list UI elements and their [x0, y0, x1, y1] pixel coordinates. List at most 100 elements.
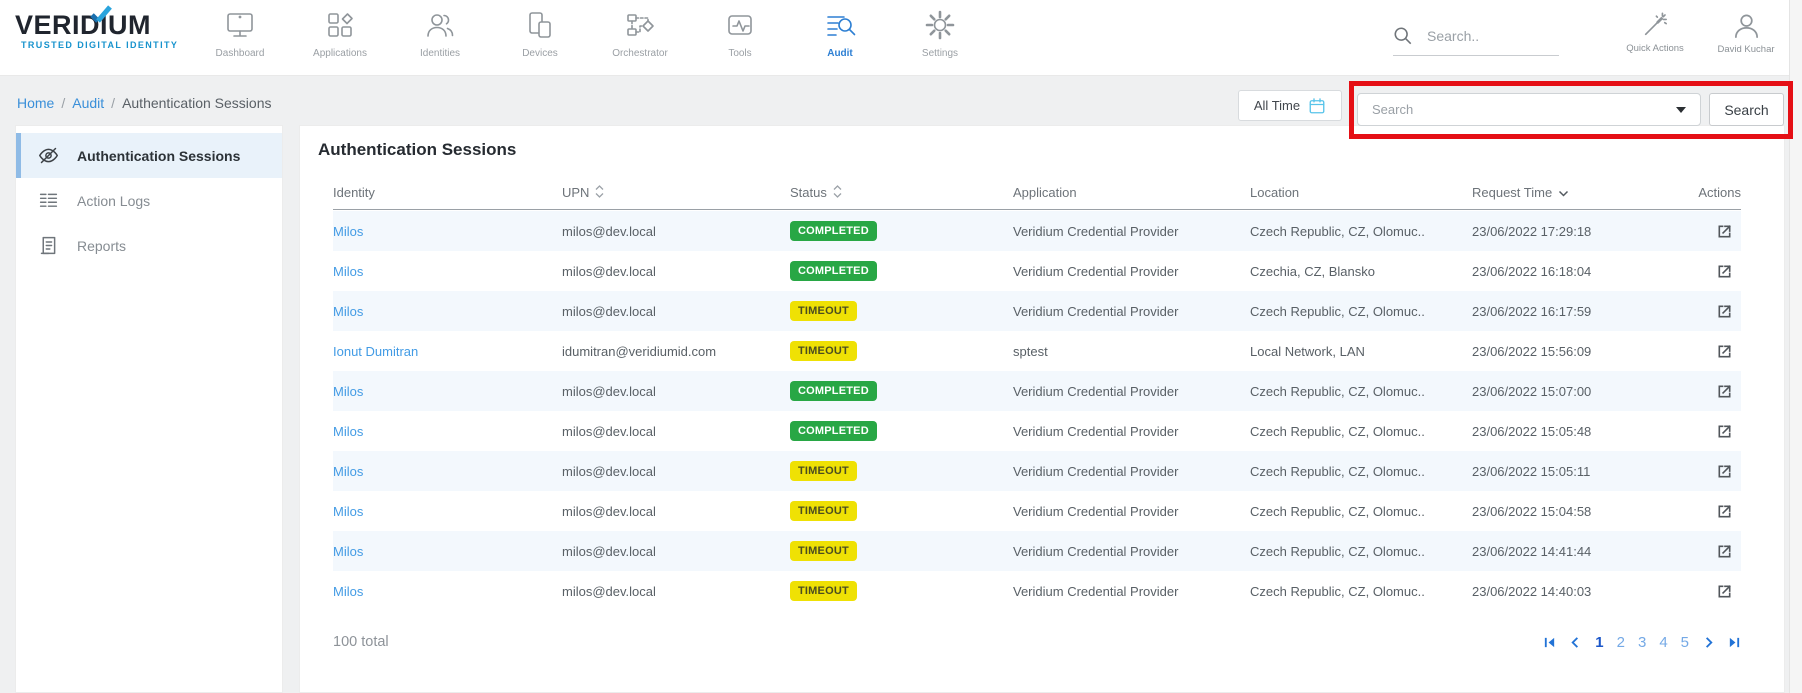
- identity-link[interactable]: Milos: [333, 543, 364, 559]
- identity-link[interactable]: Milos: [333, 263, 364, 279]
- open-session-icon[interactable]: [1716, 383, 1733, 400]
- search-field-dropdown[interactable]: Search: [1357, 93, 1701, 126]
- nav-item-devices[interactable]: Devices: [490, 9, 590, 59]
- request-time-cell: 23/06/2022 16:17:59: [1472, 303, 1592, 319]
- application-cell: Veridium Credential Provider: [1013, 463, 1179, 479]
- nav-label: Devices: [522, 48, 558, 59]
- breadcrumb-separator: /: [61, 95, 66, 111]
- identity-link[interactable]: Milos: [333, 303, 364, 319]
- pagination: 1 2 3 4 5: [1543, 634, 1741, 651]
- nav-label: Settings: [921, 48, 959, 59]
- upn-cell: milos@dev.local: [562, 503, 656, 519]
- sort-desc-icon: [1558, 185, 1569, 200]
- application-cell: Veridium Credential Provider: [1013, 263, 1179, 279]
- status-badge: TIMEOUT: [790, 541, 857, 561]
- search-button-label: Search: [1724, 101, 1769, 118]
- nav-item-identities[interactable]: Identities: [390, 9, 490, 59]
- application-cell: Veridium Credential Provider: [1013, 303, 1179, 319]
- nav-item-orchestrator[interactable]: Orchestrator: [590, 9, 690, 59]
- request-time-cell: 23/06/2022 17:29:18: [1472, 223, 1592, 239]
- upn-cell: milos@dev.local: [562, 263, 656, 279]
- location-cell: Czech Republic, CZ, Olomuc..: [1250, 383, 1425, 399]
- open-session-icon[interactable]: [1716, 343, 1733, 360]
- sidebar-item-action-logs[interactable]: Action Logs: [16, 178, 282, 223]
- open-session-icon[interactable]: [1716, 423, 1733, 440]
- search-icon[interactable]: [1393, 26, 1413, 46]
- request-time-cell: 23/06/2022 15:04:58: [1472, 503, 1592, 519]
- page-scrollbar[interactable]: [1789, 0, 1802, 693]
- next-page-button[interactable]: [1702, 636, 1715, 649]
- settings-icon: [925, 10, 955, 40]
- upn-cell: milos@dev.local: [562, 383, 656, 399]
- nav-item-dashboard[interactable]: Dashboard: [190, 9, 290, 59]
- table-row: Milos milos@dev.local TIMEOUT Veridium C…: [333, 571, 1741, 611]
- sidebar-item-reports[interactable]: Reports: [16, 223, 282, 268]
- first-page-button[interactable]: [1543, 636, 1556, 649]
- upn-cell: milos@dev.local: [562, 223, 656, 239]
- nav-item-audit[interactable]: Audit: [790, 9, 890, 59]
- breadcrumb-audit-link[interactable]: Audit: [72, 95, 105, 111]
- page-number-1[interactable]: 1: [1595, 633, 1604, 651]
- search-button[interactable]: Search: [1709, 93, 1784, 126]
- identity-link[interactable]: Milos: [333, 383, 364, 399]
- logo-check-icon: [90, 5, 112, 23]
- col-header-status[interactable]: Status: [790, 184, 1013, 201]
- col-header-request-time[interactable]: Request Time: [1472, 185, 1681, 200]
- request-time-cell: 23/06/2022 14:40:03: [1472, 583, 1592, 599]
- sort-both-icon: [595, 184, 604, 201]
- time-range-button[interactable]: All Time: [1238, 90, 1342, 121]
- open-session-icon[interactable]: [1716, 263, 1733, 280]
- request-time-cell: 23/06/2022 15:05:48: [1472, 423, 1592, 439]
- page-number-3[interactable]: 3: [1637, 633, 1647, 651]
- open-session-icon[interactable]: [1716, 223, 1733, 240]
- status-badge: COMPLETED: [790, 221, 877, 241]
- veridium-logo[interactable]: VERIDIUM TRUSTED DIGITAL IDENTITY: [15, 5, 185, 50]
- identity-link[interactable]: Ionut Dumitran: [333, 343, 419, 359]
- col-header-identity: Identity: [333, 185, 375, 200]
- identity-link[interactable]: Milos: [333, 223, 364, 239]
- page-number-4[interactable]: 4: [1659, 633, 1668, 651]
- page-number-2[interactable]: 2: [1616, 633, 1625, 651]
- breadcrumb-home-link[interactable]: Home: [17, 95, 55, 111]
- global-search-input[interactable]: [1427, 28, 1537, 44]
- nav-item-applications[interactable]: Applications: [290, 9, 390, 59]
- status-badge: COMPLETED: [790, 381, 877, 401]
- total-count: 100 total: [333, 634, 389, 650]
- nav-item-tools[interactable]: Tools: [690, 9, 790, 59]
- sidebar-item-label: Reports: [77, 237, 127, 254]
- upn-cell: idumitran@veridiumid.com: [562, 343, 717, 359]
- nav-item-settings[interactable]: Settings: [890, 9, 990, 59]
- location-cell: Czech Republic, CZ, Olomuc..: [1250, 583, 1425, 599]
- status-badge: TIMEOUT: [790, 461, 857, 481]
- open-session-icon[interactable]: [1716, 303, 1733, 320]
- nav-label: Tools: [728, 48, 752, 59]
- open-session-icon[interactable]: [1716, 463, 1733, 480]
- page-number-5[interactable]: 5: [1680, 633, 1689, 651]
- identity-link[interactable]: Milos: [333, 583, 364, 599]
- open-session-icon[interactable]: [1716, 503, 1733, 520]
- status-badge: COMPLETED: [790, 421, 877, 441]
- sidebar-item-authentication-sessions[interactable]: Authentication Sessions: [16, 133, 282, 178]
- table-body: Milos milos@dev.local COMPLETED Veridium…: [333, 211, 1741, 611]
- open-session-icon[interactable]: [1716, 543, 1733, 560]
- main-nav: Dashboard Applications Identities Device…: [190, 9, 990, 59]
- audit-icon: [827, 16, 856, 36]
- previous-page-button[interactable]: [1569, 636, 1582, 649]
- col-header-upn[interactable]: UPN: [562, 184, 790, 201]
- identity-link[interactable]: Milos: [333, 423, 364, 439]
- identity-link[interactable]: Milos: [333, 463, 364, 479]
- applications-icon: [328, 13, 353, 37]
- location-cell: Czech Republic, CZ, Olomuc..: [1250, 303, 1425, 319]
- open-session-icon[interactable]: [1716, 583, 1733, 600]
- user-menu[interactable]: David Kuchar: [1706, 12, 1786, 55]
- table-row: Milos milos@dev.local COMPLETED Veridium…: [333, 251, 1741, 291]
- identity-link[interactable]: Milos: [333, 503, 364, 519]
- eye-off-icon: [39, 147, 58, 164]
- dashboard-icon: [227, 13, 253, 37]
- user-icon: [1734, 14, 1758, 38]
- application-cell: Veridium Credential Provider: [1013, 423, 1179, 439]
- application-cell: sptest: [1013, 343, 1048, 359]
- last-page-button[interactable]: [1728, 636, 1741, 649]
- upn-cell: milos@dev.local: [562, 303, 656, 319]
- quick-actions-button[interactable]: Quick Actions: [1612, 12, 1698, 54]
